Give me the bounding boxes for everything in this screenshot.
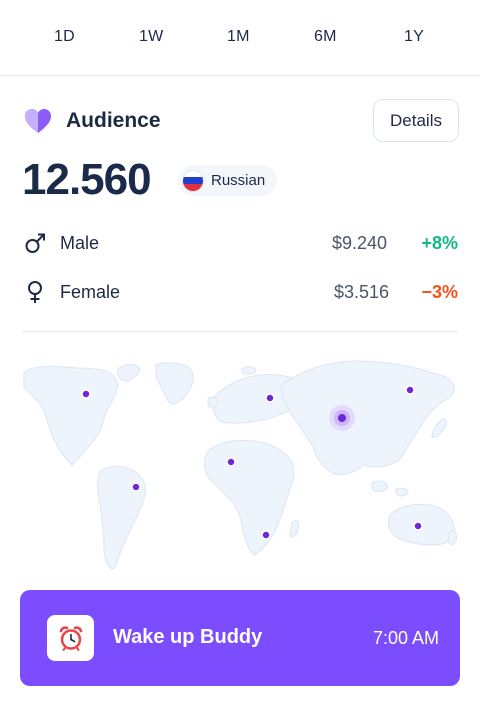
uk-shape [207,396,219,409]
map-marker-asia-central [338,414,346,422]
time-range-tabs: 1D 1W 1M 6M 1Y [0,0,480,76]
south-america-shape [97,466,147,570]
tab-1w[interactable]: 1W [139,28,164,45]
tab-1m[interactable]: 1M [227,28,250,45]
alarm-clock-icon [59,626,82,651]
gender-amount: $9.240 [332,233,388,253]
gender-change-negative: −3% [421,282,458,302]
female-icon [28,281,42,303]
madagascar-shape [289,520,299,538]
tab-1y[interactable]: 1Y [404,28,424,45]
alarm-card[interactable]: Wake up Buddy 7:00 AM [20,590,460,686]
new-zealand-shape [447,530,457,546]
map-marker-africa-north [226,457,236,467]
section-divider [22,331,458,332]
map-marker-africa-south [261,530,271,540]
details-button[interactable]: Details [373,99,459,142]
male-icon [25,233,45,253]
gender-label: Female [60,282,121,302]
map-markers [81,385,423,540]
tab-1d[interactable]: 1D [54,28,75,45]
map-marker-australia [413,521,423,531]
sea-island-shape [395,487,409,497]
tab-6m[interactable]: 6M [314,28,337,45]
iceland-shape [241,366,257,375]
japan-shape [431,418,447,438]
map-marker-north-america [81,389,91,399]
gender-label: Male [60,233,100,253]
alarm-time: 7:00 AM [372,628,439,648]
africa-shape [204,439,295,556]
gender-row-male: Male $9.240 +8% [24,229,460,257]
north-america-shape [23,365,119,466]
asia-shape [281,360,455,476]
gender-row-female: Female $3.516 −3% [24,278,460,306]
greenland-shape [116,364,141,382]
country-badge[interactable]: Russian [178,165,278,196]
canada-island-shape [155,362,194,405]
map-marker-asia-east [405,385,415,395]
world-map [23,360,457,570]
alarm-title: Wake up Buddy [113,626,263,648]
country-label: Russian [211,172,266,189]
gender-change-positive: +8% [421,233,458,253]
audience-total: 12.560 [22,155,152,204]
sea-island-shape [371,480,389,493]
audience-title: Audience [66,109,161,132]
alarm-icon-box [47,615,94,661]
russia-flag-icon [182,169,204,192]
heart-icon [25,109,51,133]
map-marker-south-america [131,482,141,492]
map-marker-europe [265,393,275,403]
gender-amount: $3.516 [334,282,390,302]
